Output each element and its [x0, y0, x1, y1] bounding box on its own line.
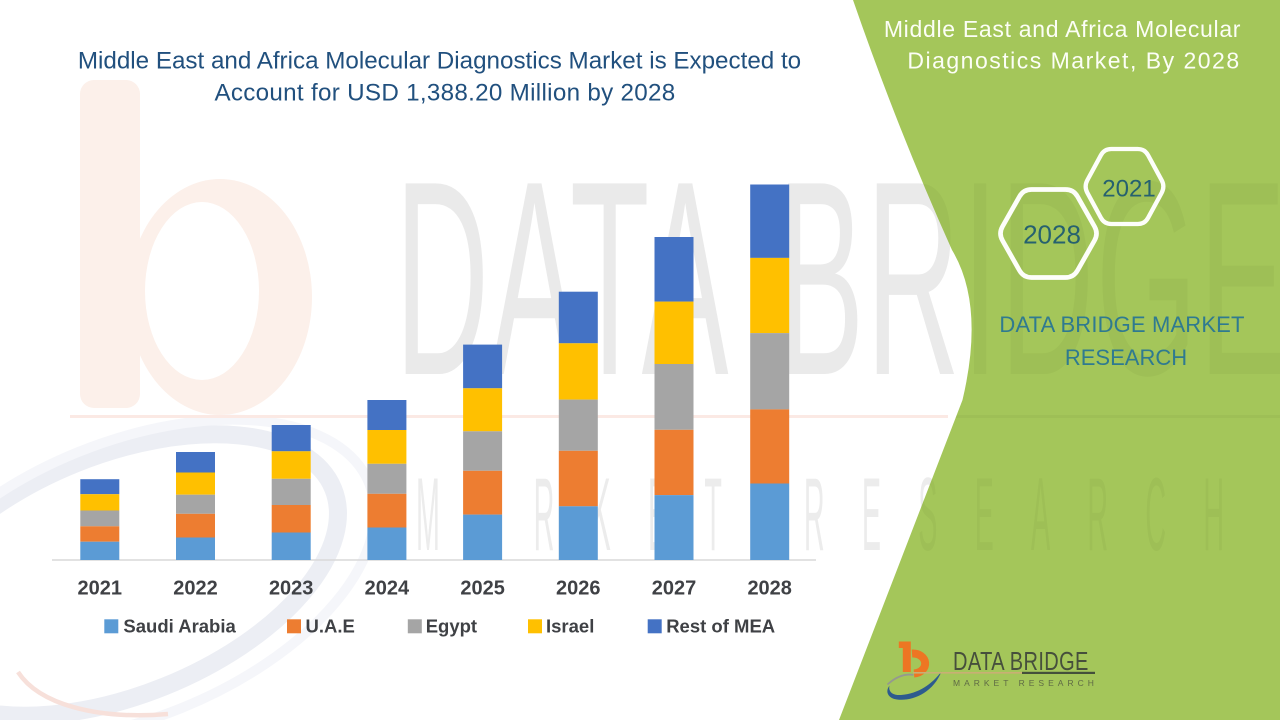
svg-text:DATA BRIDGE MARKET: DATA BRIDGE MARKET	[999, 312, 1244, 337]
svg-text:Saudi Arabia: Saudi Arabia	[123, 616, 236, 637]
svg-text:Rest of MEA: Rest of MEA	[666, 616, 775, 637]
svg-text:Israel: Israel	[546, 616, 594, 637]
svg-text:2021: 2021	[78, 578, 123, 600]
svg-text:2028: 2028	[747, 578, 792, 600]
svg-text:2026: 2026	[556, 578, 601, 600]
svg-text:Egypt: Egypt	[426, 616, 477, 637]
svg-text:RESEARCH: RESEARCH	[1065, 345, 1187, 370]
svg-text:2023: 2023	[269, 578, 314, 600]
svg-text:DATA BRIDGE: DATA BRIDGE	[953, 646, 1089, 675]
svg-text:U.A.E: U.A.E	[306, 616, 355, 637]
svg-text:2024: 2024	[365, 578, 410, 600]
svg-text:2022: 2022	[173, 578, 218, 600]
svg-text:Account for USD 1,388.20 Milli: Account for USD 1,388.20 Million by 2028	[214, 80, 675, 107]
svg-text:Middle East and Africa Molecul: Middle East and Africa Molecular	[884, 16, 1241, 42]
svg-text:MARKET RESEARCH: MARKET RESEARCH	[953, 678, 1098, 688]
svg-text:2021: 2021	[1102, 176, 1155, 203]
svg-text:Diagnostics Market, By 2028: Diagnostics Market, By 2028	[907, 48, 1240, 74]
svg-text:2025: 2025	[460, 578, 505, 600]
svg-text:2028: 2028	[1023, 220, 1081, 250]
svg-text:2027: 2027	[652, 578, 697, 600]
svg-text:Middle East and Africa Molecul: Middle East and Africa Molecular Diagnos…	[78, 48, 801, 75]
